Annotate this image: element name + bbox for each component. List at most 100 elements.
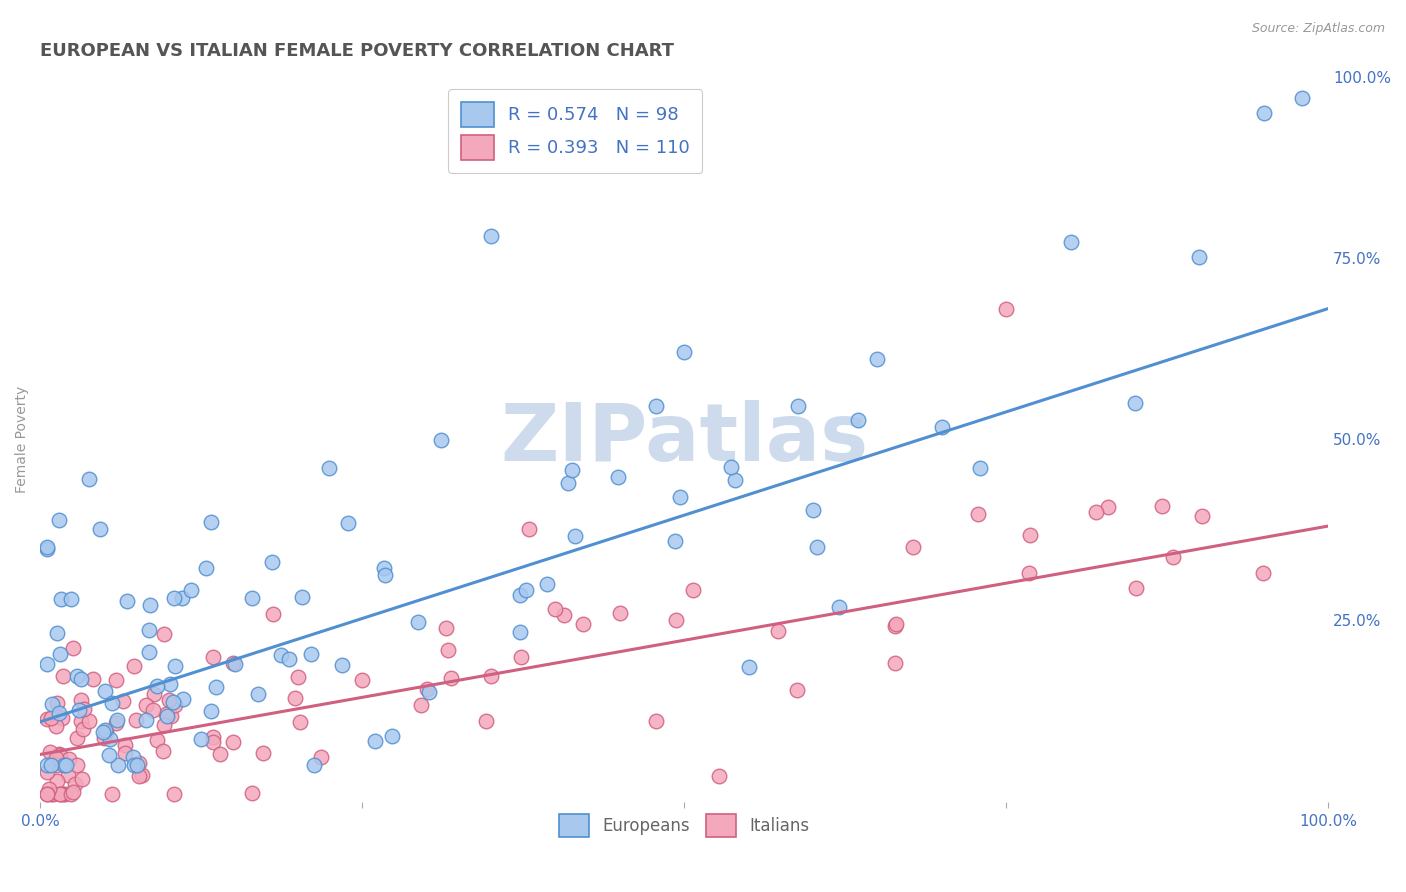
Point (114, 746, 136, 760)
Point (55, 758, 77, 772)
Point (664, 534, 686, 549)
Point (515, 583, 537, 598)
Point (284, 690, 307, 705)
Point (35, 712, 58, 726)
Point (142, 704, 165, 718)
Point (98, 748, 121, 763)
Point (39, 758, 62, 772)
Point (866, 351, 889, 366)
Point (1019, 528, 1042, 542)
Point (67, 703, 90, 717)
Point (94, 724, 117, 739)
Point (49, 787, 72, 801)
Point (201, 730, 224, 744)
Point (46, 774, 69, 789)
Point (138, 645, 160, 659)
Point (969, 461, 991, 475)
Point (665, 613, 688, 627)
Point (89, 522, 111, 536)
Point (884, 619, 907, 633)
Point (35, 764, 58, 779)
Point (1191, 509, 1213, 524)
Point (406, 615, 429, 630)
Point (475, 714, 498, 728)
Point (479, 669, 502, 683)
Point (205, 680, 228, 694)
Point (252, 746, 274, 760)
Point (35, 541, 58, 555)
Text: ZIPatlas: ZIPatlas (501, 401, 869, 478)
Point (170, 591, 193, 606)
Point (163, 591, 186, 605)
Point (966, 507, 988, 521)
Point (48, 706, 70, 720)
Point (70, 772, 93, 786)
Point (69, 672, 91, 686)
Point (1161, 549, 1184, 564)
Point (1059, 235, 1081, 249)
Point (786, 683, 808, 698)
Point (439, 671, 461, 685)
Point (59, 787, 82, 801)
Point (430, 433, 453, 447)
Point (51, 711, 73, 725)
Point (160, 709, 183, 723)
Point (42, 787, 65, 801)
Point (93, 725, 115, 739)
Point (510, 649, 533, 664)
Point (1125, 581, 1147, 595)
Point (180, 583, 202, 598)
Point (58, 752, 80, 766)
Point (270, 648, 292, 662)
Point (302, 758, 325, 772)
Point (58, 767, 80, 781)
Point (115, 594, 138, 608)
Point (94, 684, 117, 698)
Point (172, 691, 194, 706)
Point (609, 606, 631, 620)
Point (247, 687, 270, 701)
Point (479, 229, 502, 244)
Point (827, 599, 849, 614)
Point (139, 598, 162, 612)
Point (49, 747, 72, 762)
Point (45, 719, 67, 733)
Point (561, 463, 583, 477)
Point (1253, 106, 1275, 120)
Point (336, 516, 359, 530)
Point (100, 696, 122, 710)
Point (114, 738, 136, 752)
Point (884, 656, 907, 670)
Point (153, 627, 176, 641)
Point (100, 787, 122, 801)
Point (291, 590, 314, 604)
Point (1188, 250, 1211, 264)
Point (724, 473, 747, 487)
Point (125, 714, 148, 728)
Point (122, 749, 145, 764)
Point (125, 758, 148, 772)
Point (209, 747, 232, 761)
Point (190, 731, 212, 746)
Point (682, 583, 704, 598)
Point (146, 733, 169, 747)
Point (1085, 505, 1108, 519)
Point (536, 576, 558, 591)
Point (66, 731, 89, 745)
Point (53, 787, 76, 801)
Point (156, 709, 179, 723)
Point (46, 757, 69, 772)
Point (122, 758, 145, 772)
Point (409, 698, 432, 712)
Point (162, 695, 184, 709)
Point (517, 522, 540, 536)
Point (152, 744, 174, 758)
Point (287, 670, 309, 684)
Point (165, 698, 187, 713)
Point (569, 156, 592, 170)
Point (35, 542, 58, 557)
Point (48, 747, 70, 762)
Text: Source: ZipAtlas.com: Source: ZipAtlas.com (1251, 22, 1385, 36)
Point (143, 687, 166, 701)
Point (128, 769, 150, 783)
